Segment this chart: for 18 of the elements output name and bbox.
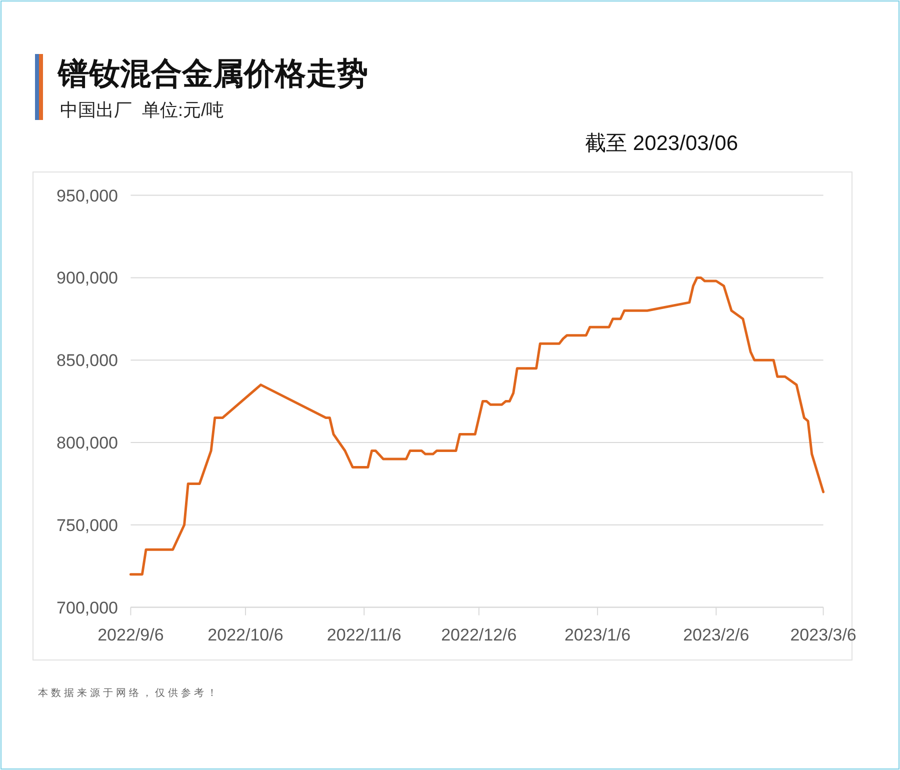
x-tick-label: 2023/3/6 <box>790 625 856 644</box>
y-tick-label: 750,000 <box>56 516 118 535</box>
x-tick-label: 2022/9/6 <box>98 625 164 644</box>
chart-subtitle: 中国出厂 单位:元/吨 <box>60 100 224 120</box>
line-series <box>129 276 825 576</box>
text: 本数据来源于网络，仅供参考！ <box>38 687 220 699</box>
y-tick-label: 900,000 <box>56 268 118 288</box>
y-tick-label: 850,000 <box>56 351 118 370</box>
y-tick-label: 700,000 <box>56 598 118 618</box>
y-tick-label: 800,000 <box>56 434 118 452</box>
text: 截至 2023/03/06 <box>585 132 738 155</box>
x-tick-label: 2022/10/6 <box>208 625 284 644</box>
x-tick-label: 2022/12/6 <box>441 625 517 644</box>
chart-title: 镨钕混合金属价格走势 <box>57 56 368 91</box>
y-tick-label: 950,000 <box>56 186 118 206</box>
x-tick-label: 2023/2/6 <box>683 625 750 644</box>
x-tick-label: 2022/11/6 <box>326 625 402 644</box>
x-tick-label: 2023/1/6 <box>564 625 631 644</box>
